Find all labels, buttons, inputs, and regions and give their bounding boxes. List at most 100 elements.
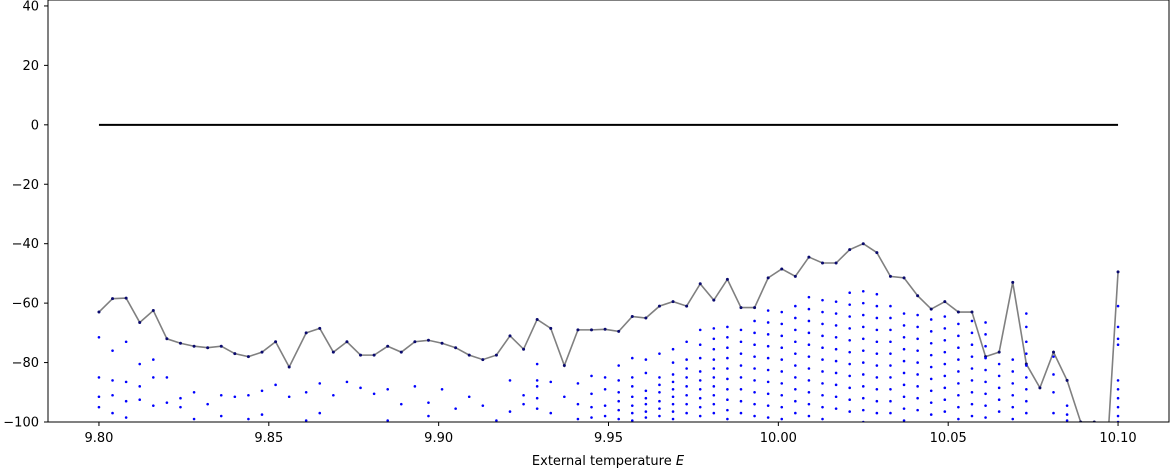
data-point xyxy=(848,303,851,306)
max-series-point xyxy=(426,338,430,342)
data-point xyxy=(984,392,987,396)
data-point xyxy=(454,407,457,410)
data-point xyxy=(889,316,892,320)
data-point xyxy=(1065,419,1069,422)
data-point xyxy=(943,315,947,318)
data-point xyxy=(834,336,838,339)
data-point xyxy=(97,405,101,409)
data-point xyxy=(794,316,797,320)
data-point xyxy=(726,398,729,402)
data-point xyxy=(861,349,865,352)
data-point xyxy=(739,364,743,367)
data-point xyxy=(644,410,648,413)
max-series-point xyxy=(467,353,471,357)
y-tick-label: −60 xyxy=(12,297,39,312)
data-point xyxy=(943,410,947,413)
data-point xyxy=(766,344,770,348)
max-series-point xyxy=(902,276,906,280)
x-axis-label: External temperature E xyxy=(532,454,685,469)
data-point xyxy=(1116,414,1120,418)
data-point xyxy=(739,376,743,379)
data-point xyxy=(861,396,865,400)
max-series-point xyxy=(97,310,101,314)
max-series-point xyxy=(956,310,960,314)
data-point xyxy=(698,379,702,382)
data-point xyxy=(875,364,879,367)
max-series-point xyxy=(206,346,210,350)
data-point xyxy=(957,370,960,373)
data-point xyxy=(957,334,960,338)
data-point xyxy=(875,292,879,296)
data-point xyxy=(848,338,851,342)
data-point xyxy=(522,402,525,406)
data-point xyxy=(138,385,142,388)
data-point xyxy=(549,380,553,384)
data-point xyxy=(1025,340,1028,344)
max-series-point xyxy=(549,326,553,330)
data-point xyxy=(902,407,906,410)
data-point xyxy=(984,416,987,419)
data-point xyxy=(726,325,729,329)
data-point xyxy=(247,417,250,421)
data-point xyxy=(943,398,947,402)
data-point xyxy=(902,336,906,339)
data-point xyxy=(671,361,675,364)
data-point xyxy=(124,380,128,384)
max-series-point xyxy=(929,307,933,311)
data-point xyxy=(929,341,933,345)
y-tick-label: −20 xyxy=(12,178,39,193)
data-point xyxy=(617,379,620,382)
data-point xyxy=(997,374,1001,378)
data-point xyxy=(260,413,264,416)
data-point xyxy=(929,318,933,321)
data-point xyxy=(698,396,702,400)
data-point xyxy=(753,343,756,347)
data-point xyxy=(739,352,743,355)
data-point xyxy=(861,325,865,329)
data-point xyxy=(807,307,811,311)
data-point xyxy=(889,340,892,344)
data-point xyxy=(630,356,634,360)
data-point xyxy=(726,346,729,350)
data-point xyxy=(780,322,784,326)
data-point xyxy=(590,392,593,396)
data-point xyxy=(916,373,919,376)
data-point xyxy=(603,388,607,391)
data-point xyxy=(984,333,987,336)
data-point xyxy=(698,414,702,418)
data-point xyxy=(794,328,797,332)
data-point xyxy=(617,364,620,367)
max-series-point xyxy=(970,310,974,314)
data-point xyxy=(590,405,593,409)
data-point xyxy=(848,291,851,295)
data-point xyxy=(834,324,838,327)
max-series-point xyxy=(359,353,363,357)
x-axis: 9.80 9.85 9.90 9.95 10.00 10.05 10.10 xyxy=(84,422,1137,446)
max-series-point xyxy=(138,320,142,324)
data-point xyxy=(943,374,947,378)
data-point xyxy=(726,417,729,421)
data-point xyxy=(685,376,688,379)
data-point xyxy=(739,411,743,415)
data-point xyxy=(821,310,824,314)
data-point xyxy=(834,359,838,363)
data-point xyxy=(943,327,947,330)
data-point xyxy=(219,393,223,397)
data-point xyxy=(780,310,784,314)
data-point xyxy=(671,373,675,376)
data-point xyxy=(916,313,919,317)
data-point xyxy=(427,414,430,418)
x-axis-label-text: External temperature xyxy=(532,454,672,469)
data-point xyxy=(138,362,142,366)
data-point xyxy=(685,340,688,344)
data-point xyxy=(794,399,797,403)
data-point xyxy=(970,367,974,370)
data-point xyxy=(916,337,919,341)
data-point xyxy=(943,338,947,342)
max-series-point xyxy=(739,306,743,310)
data-point xyxy=(984,380,987,384)
data-point xyxy=(274,383,277,387)
x-tick-label: 9.80 xyxy=(84,431,113,446)
data-point xyxy=(794,304,797,308)
data-point xyxy=(138,398,142,402)
